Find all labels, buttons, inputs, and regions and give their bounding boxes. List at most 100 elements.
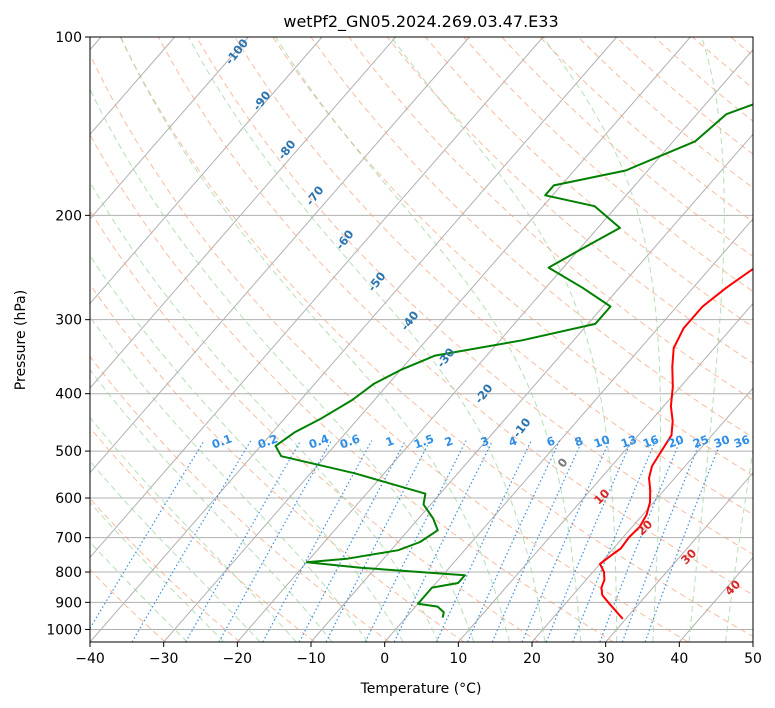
isotherm-line bbox=[236, 48, 753, 642]
dry-adiabat-label: -90 bbox=[250, 88, 274, 113]
y-tick-label: 700 bbox=[55, 531, 82, 547]
moist-adiabat-line bbox=[90, 369, 333, 642]
y-tick-label: 900 bbox=[55, 595, 82, 611]
x-tick-label: 30 bbox=[597, 651, 615, 667]
y-tick-label: 600 bbox=[55, 491, 82, 507]
isotherm-line bbox=[90, 37, 470, 474]
dry-adiabat-line bbox=[348, 37, 753, 401]
isotherm-line bbox=[384, 218, 753, 642]
mixing-ratio-line bbox=[545, 440, 633, 642]
mixing-ratio-line bbox=[491, 440, 583, 642]
x-tick-label: 40 bbox=[670, 651, 688, 667]
dry-adiabat-line bbox=[577, 37, 753, 189]
x-axis: −40 −30 −20 −10 0 10 20 30 40 50 bbox=[75, 642, 762, 667]
y-axis-label: Pressure (hPa) bbox=[13, 290, 29, 390]
moist-adiabat-line bbox=[90, 315, 369, 642]
dry-adiabat-line bbox=[692, 37, 753, 89]
dry-adiabat-line bbox=[501, 37, 753, 258]
mixing-ratio-line bbox=[131, 440, 252, 642]
mixing-ratio-line bbox=[599, 440, 681, 642]
moist-adiabat-label: 10 bbox=[591, 486, 612, 507]
isotherm-line bbox=[531, 387, 753, 642]
moist-adiabat-line bbox=[542, 37, 661, 642]
x-axis-label: Temperature (°C) bbox=[360, 681, 482, 697]
y-tick-label: 100 bbox=[55, 30, 82, 46]
y-axis: 100 200 300 400 500 600 700 800 900 1000 bbox=[46, 30, 90, 638]
background-lines bbox=[90, 37, 753, 642]
mixing-ratio-line bbox=[466, 440, 561, 642]
dry-adiabat-line bbox=[90, 283, 465, 642]
mixing-ratio-line bbox=[298, 440, 406, 642]
moist-adiabat-label: 40 bbox=[722, 577, 743, 598]
dry-adiabat-line bbox=[386, 37, 753, 364]
dry-adiabat-line bbox=[119, 37, 753, 638]
mixing-ratio-label: 10 bbox=[592, 432, 612, 451]
dry-adiabat-label: -60 bbox=[333, 227, 357, 252]
mixing-ratio-label: 30 bbox=[712, 432, 732, 451]
moist-adiabat-label: 30 bbox=[678, 546, 699, 567]
mixing-ratio-label: 1 bbox=[384, 434, 396, 450]
mixing-ratio-label: 20 bbox=[666, 432, 686, 451]
isotherm-line bbox=[90, 37, 397, 389]
isotherm-line bbox=[163, 37, 691, 642]
dry-adiabat-line bbox=[90, 569, 166, 642]
dry-adiabat-line bbox=[90, 53, 689, 642]
mixing-ratio-line bbox=[90, 440, 205, 630]
dry-adiabat-line bbox=[310, 37, 753, 439]
moist-adiabat-line bbox=[90, 181, 439, 642]
isotherm-line bbox=[90, 37, 323, 305]
moist-adiabat-line bbox=[90, 88, 475, 642]
dry-adiabat-label: -30 bbox=[434, 345, 458, 370]
mixing-ratio-label: 25 bbox=[691, 432, 711, 451]
dry-adiabat-label: -100 bbox=[222, 36, 251, 67]
moist-adiabat-line bbox=[90, 501, 225, 642]
mixing-ratio-line bbox=[364, 440, 467, 642]
dewpoint-profile-line bbox=[274, 103, 753, 618]
moist-adiabat-line bbox=[688, 37, 725, 642]
mixing-ratio-label: 0.4 bbox=[307, 431, 331, 451]
dry-adiabat-line bbox=[425, 37, 753, 328]
chart-title: wetPf2_GN05.2024.269.03.47.E33 bbox=[283, 12, 558, 32]
y-tick-label: 800 bbox=[55, 565, 82, 581]
mixing-ratio-label: 0.2 bbox=[256, 431, 280, 451]
mixing-ratio-label: 16 bbox=[641, 432, 661, 451]
moist-adiabat-line bbox=[90, 460, 261, 642]
isotherm-line bbox=[752, 641, 753, 642]
x-tick-label: 0 bbox=[380, 651, 389, 667]
mixing-ratio-line bbox=[262, 440, 373, 642]
moist-adiabat-line bbox=[725, 447, 753, 642]
moist-adiabat-line bbox=[187, 37, 546, 642]
mixing-ratio-line bbox=[218, 440, 332, 642]
dry-adiabat-line bbox=[463, 37, 753, 293]
mixing-ratio-line bbox=[393, 440, 494, 642]
y-tick-label: 300 bbox=[55, 313, 82, 329]
moist-adiabat-label: 20 bbox=[634, 517, 655, 538]
x-tick-label: 10 bbox=[449, 651, 467, 667]
dry-adiabat-label: -40 bbox=[398, 308, 422, 333]
y-tick-label: 500 bbox=[55, 444, 82, 460]
x-tick-label: 20 bbox=[523, 651, 541, 667]
dry-adiabat-line bbox=[615, 37, 753, 155]
moist-adiabat-line bbox=[90, 416, 297, 642]
y-tick-label: 200 bbox=[55, 208, 82, 224]
x-tick-label: −30 bbox=[149, 651, 179, 667]
isotherm-line bbox=[605, 472, 753, 642]
isotherm-line bbox=[310, 133, 753, 642]
isotherm-line bbox=[90, 37, 544, 559]
moist-adiabat-line bbox=[120, 37, 510, 642]
dry-adiabat-label: 0 bbox=[555, 455, 571, 470]
mixing-ratio-label: 8 bbox=[573, 434, 585, 450]
x-tick-label: 50 bbox=[744, 651, 762, 667]
mixing-ratio-label: 13 bbox=[619, 432, 639, 451]
mixing-ratio-line bbox=[521, 440, 611, 642]
y-tick-label: 1000 bbox=[46, 622, 82, 638]
plot-frame bbox=[89, 36, 754, 643]
mixing-ratio-line bbox=[621, 440, 702, 642]
mixing-ratio-label: 1.5 bbox=[412, 431, 436, 451]
dry-adiabat-label: -20 bbox=[472, 381, 496, 406]
mixing-ratio-line bbox=[435, 440, 532, 642]
mixing-ratio-line bbox=[644, 440, 722, 642]
mixing-ratio-label: 36 bbox=[732, 432, 752, 451]
y-tick-label: 400 bbox=[55, 387, 82, 403]
dry-adiabat-line bbox=[90, 497, 241, 642]
